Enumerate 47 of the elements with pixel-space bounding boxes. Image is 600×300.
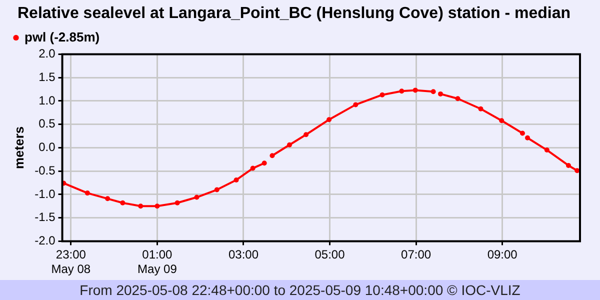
y-tick-label: 1.0	[38, 93, 56, 108]
point	[399, 88, 404, 94]
point	[138, 204, 144, 209]
point	[525, 135, 530, 140]
point	[250, 166, 256, 171]
point	[499, 118, 504, 124]
x-tick-label: 23:00 May 08	[51, 248, 91, 276]
y-tick-label: -1.5	[34, 210, 56, 224]
point	[304, 132, 309, 138]
point	[105, 196, 110, 202]
point	[84, 190, 90, 196]
point	[380, 92, 385, 98]
point	[544, 148, 550, 153]
text: From 2025-05-08 22:48+00:00 to 2025-05-09 10:48+00:00 © IOC-VLIZ	[0, 280, 600, 300]
y-tick-label: 1.5	[38, 70, 56, 84]
point	[234, 177, 239, 182]
point	[262, 160, 267, 166]
point	[478, 106, 484, 112]
point	[455, 96, 460, 102]
point	[412, 88, 418, 93]
y-axis-title: meters	[11, 126, 26, 170]
point	[270, 153, 275, 158]
x-tick-label: 07:00	[401, 248, 432, 262]
y-tick-label: -1.0	[34, 186, 56, 201]
point	[438, 91, 444, 96]
x-tick-label: 09:00	[487, 248, 518, 262]
y-tick-label: 2.0	[38, 46, 56, 61]
point	[214, 187, 220, 192]
point	[326, 117, 332, 122]
x-tick-label: 01:00 May 09	[138, 248, 178, 276]
y-tick-label: 0.0	[38, 140, 56, 154]
point	[194, 194, 200, 200]
x-tick-label: 05:00	[314, 248, 346, 262]
x-tick-label: 03:00	[228, 248, 259, 262]
point	[353, 102, 358, 108]
point	[287, 142, 292, 148]
legend-label: pwl (-2.85m)	[24, 29, 100, 44]
chart-title: Relative sealevel at Langara_Point_BC (Henslung Cove) station - median	[17, 5, 571, 22]
point	[120, 200, 126, 206]
y-tick-label: -0.5	[34, 163, 56, 178]
y-tick-label: -2.0	[34, 234, 56, 248]
point	[154, 204, 160, 209]
point	[430, 89, 436, 94]
point	[566, 162, 571, 168]
point	[520, 130, 525, 136]
point	[174, 200, 180, 206]
y-tick-label: 0.5	[38, 116, 56, 131]
